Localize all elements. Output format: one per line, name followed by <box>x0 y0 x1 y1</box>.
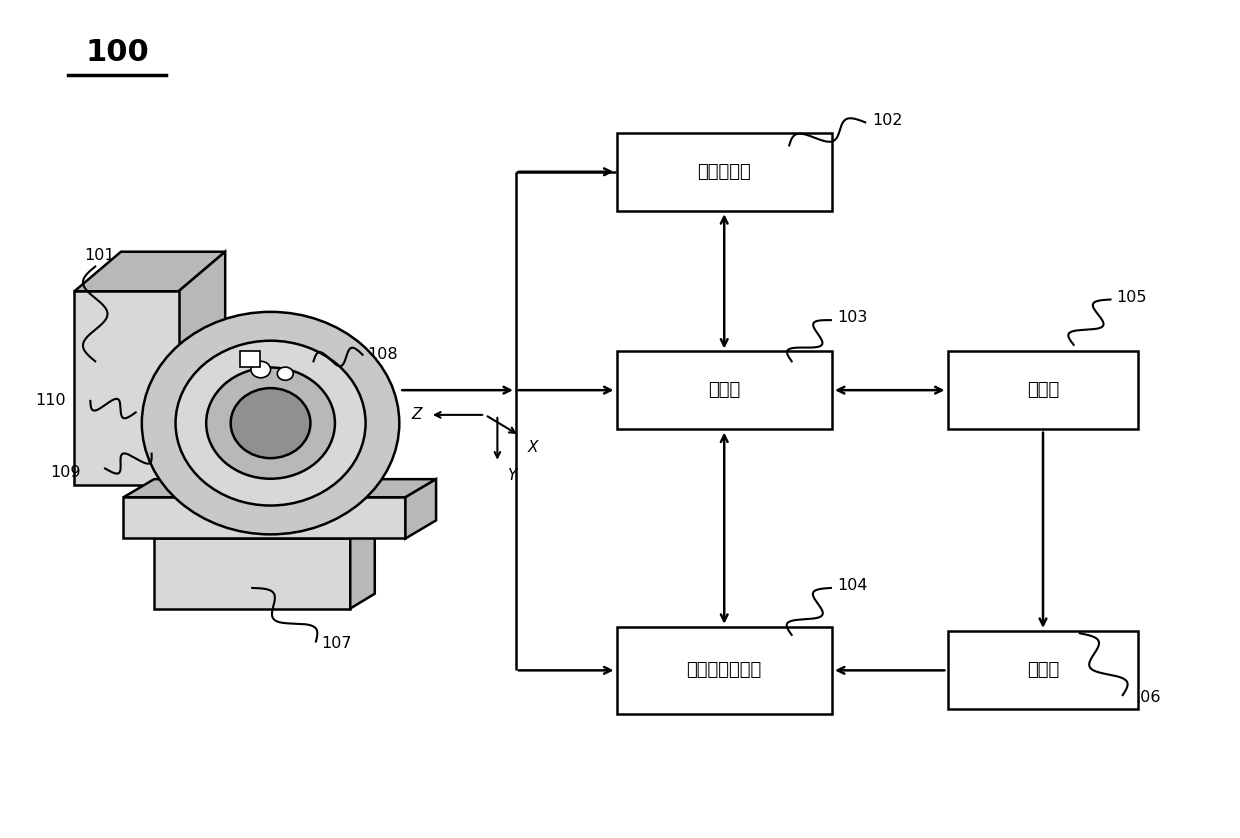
Bar <box>239 350 259 367</box>
Text: 101: 101 <box>84 248 115 263</box>
Bar <box>949 631 1138 710</box>
Text: 104: 104 <box>837 578 868 593</box>
Bar <box>949 351 1138 429</box>
Text: 处理器: 处理器 <box>1027 381 1059 399</box>
Ellipse shape <box>206 368 335 478</box>
Text: 焦点位置跟踪器: 焦点位置跟踪器 <box>687 661 761 680</box>
Polygon shape <box>74 251 226 292</box>
Polygon shape <box>405 479 436 539</box>
Text: 109: 109 <box>50 465 81 480</box>
Polygon shape <box>154 524 374 539</box>
Text: 107: 107 <box>321 637 351 651</box>
Ellipse shape <box>278 367 293 380</box>
Ellipse shape <box>141 312 399 535</box>
Text: 高压发生器: 高压发生器 <box>697 163 751 181</box>
Ellipse shape <box>250 361 270 378</box>
Text: 103: 103 <box>837 310 868 325</box>
Polygon shape <box>154 539 350 608</box>
Ellipse shape <box>176 341 366 505</box>
Ellipse shape <box>231 388 310 458</box>
Text: X: X <box>528 441 538 455</box>
Text: 106: 106 <box>1130 690 1161 705</box>
Text: 控制器: 控制器 <box>708 381 740 399</box>
Bar <box>618 627 832 714</box>
Text: Z: Z <box>410 407 422 422</box>
Text: 100: 100 <box>86 38 149 67</box>
Text: Y: Y <box>507 468 517 484</box>
Bar <box>618 351 832 429</box>
Polygon shape <box>179 251 226 485</box>
Polygon shape <box>350 524 374 608</box>
Text: 102: 102 <box>873 113 903 128</box>
Polygon shape <box>74 292 179 485</box>
Text: 110: 110 <box>35 393 66 408</box>
Text: 存储器: 存储器 <box>1027 661 1059 680</box>
Bar <box>618 132 832 211</box>
Text: 108: 108 <box>367 347 398 362</box>
Text: 105: 105 <box>1116 290 1147 304</box>
Polygon shape <box>124 479 436 497</box>
Polygon shape <box>124 497 405 539</box>
